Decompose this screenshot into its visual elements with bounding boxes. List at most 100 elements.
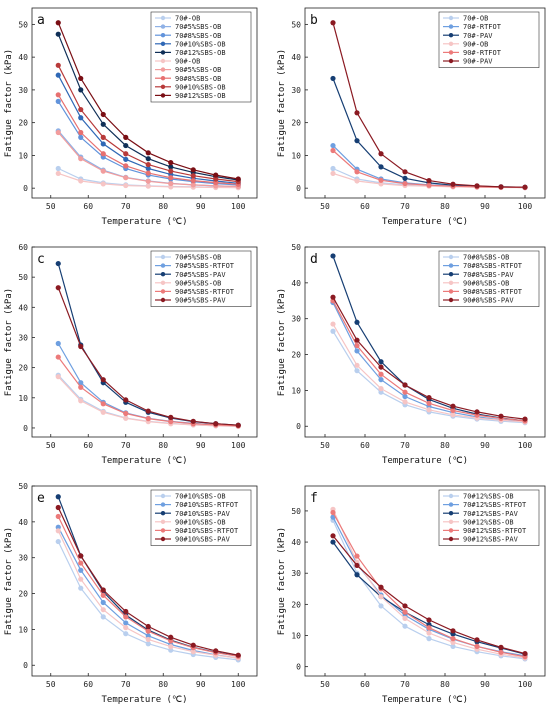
x-tick-label: 60 — [360, 202, 370, 211]
chart-panel-b: b 50 60 70 80 90 100 0 10 20 30 40 50 Temperature (℃)… — [277, 7, 546, 227]
data-point — [330, 75, 336, 82]
data-point — [474, 183, 480, 189]
legend-swatch-marker — [448, 289, 454, 294]
data-point — [330, 20, 336, 26]
y-tick-label: 10 — [18, 151, 28, 160]
panel-label: f — [310, 491, 318, 506]
x-tick-label: 90 — [480, 680, 490, 689]
y-tick-label: 60 — [18, 243, 28, 252]
data-point — [168, 644, 174, 650]
legend-swatch-marker — [448, 519, 454, 524]
data-point — [378, 181, 384, 187]
legend-entry: 90#-OB — [175, 58, 200, 66]
legend-entry: 70#5%SBS-OB — [175, 23, 221, 31]
chart-panel-a: a 50 60 70 80 90 100 0 10 20 30 40 50 Temperature (℃)… — [4, 7, 258, 227]
data-point — [426, 394, 432, 401]
data-point — [78, 156, 84, 162]
data-point — [330, 539, 336, 545]
y-tick-label: 0 — [23, 661, 28, 670]
data-point — [378, 603, 384, 609]
legend-swatch-marker — [160, 50, 166, 55]
legend-entry: 70#10%SBS-OB — [175, 40, 226, 48]
data-point — [354, 368, 360, 374]
legend-entry: 90#10%SBS-OB — [175, 83, 226, 91]
data-point — [145, 641, 151, 647]
data-point — [100, 409, 106, 415]
y-tick-label: 0 — [23, 424, 28, 433]
legend-entry: 90#-OB — [463, 40, 488, 48]
data-point — [55, 62, 61, 68]
data-point — [213, 648, 219, 654]
x-tick-label: 90 — [196, 441, 206, 450]
data-point — [55, 20, 61, 26]
data-point — [498, 649, 504, 655]
data-point — [426, 182, 432, 188]
data-point — [402, 382, 408, 388]
data-point — [100, 377, 106, 383]
chart-panel-d: d 50 60 70 80 90 100 0 10 20 30 40 50 Temperature (℃)… — [277, 243, 546, 466]
plot-frame — [304, 485, 546, 677]
panel-label: c — [37, 252, 45, 267]
x-tick-label: 80 — [440, 202, 450, 211]
legend-swatch-marker — [160, 289, 166, 294]
data-point — [123, 410, 129, 417]
x-tick-label: 60 — [83, 680, 93, 689]
y-tick-label: 10 — [18, 625, 28, 634]
panel-label: a — [37, 13, 45, 28]
data-point — [78, 134, 84, 140]
data-point — [55, 374, 61, 380]
y-tick-label: 40 — [18, 53, 28, 62]
data-point — [354, 337, 360, 343]
data-point — [78, 560, 84, 566]
data-point — [78, 585, 84, 591]
x-axis-label: Temperature (℃) — [382, 217, 468, 227]
panel-label: d — [310, 252, 318, 267]
y-axis-label: Fatigue factor (kPa) — [4, 49, 14, 157]
data-point — [78, 129, 84, 136]
legend-swatch-marker — [160, 528, 166, 533]
data-point — [123, 134, 129, 140]
y-axis-label: Fatigue factor (kPa) — [4, 527, 14, 635]
legend-swatch-marker — [448, 50, 454, 55]
y-axis-label: Fatigue factor (kPa) — [4, 288, 14, 396]
x-tick-label: 50 — [320, 680, 330, 689]
legend-entry: 90#-RTFOT — [463, 49, 502, 57]
data-point — [55, 538, 61, 545]
legend-box — [150, 250, 252, 307]
data-point — [55, 72, 61, 78]
legend-swatch-marker — [160, 280, 166, 285]
legend-swatch-marker — [448, 502, 454, 507]
data-point — [235, 422, 241, 428]
data-point — [354, 138, 360, 144]
data-point — [378, 151, 384, 157]
x-tick-label: 80 — [158, 680, 168, 689]
data-point — [378, 593, 384, 600]
data-point — [55, 285, 61, 291]
data-point — [474, 637, 480, 643]
x-tick-label: 70 — [400, 441, 410, 450]
x-tick-label: 50 — [46, 441, 56, 450]
legend-swatch-marker — [448, 280, 454, 285]
data-point — [378, 584, 384, 590]
legend-entry: 90#5%SBS-OB — [175, 279, 221, 287]
data-point — [402, 623, 408, 629]
data-point — [78, 567, 84, 573]
data-point — [168, 419, 174, 425]
data-point — [450, 181, 456, 187]
data-point — [190, 418, 196, 424]
data-point — [330, 328, 336, 334]
legend-swatch-marker — [448, 297, 454, 303]
x-axis-label: Temperature (℃) — [102, 456, 188, 466]
data-point — [474, 643, 480, 650]
data-point — [145, 156, 151, 162]
legend-swatch-marker — [160, 272, 166, 277]
y-tick-label: 10 — [18, 394, 28, 403]
data-point — [450, 407, 456, 414]
data-point — [145, 628, 151, 634]
y-tick-label: 20 — [18, 590, 28, 599]
data-point — [55, 98, 61, 104]
legend-swatch-marker — [160, 536, 166, 542]
x-axis-label: Temperature (℃) — [382, 456, 468, 466]
data-point — [190, 173, 196, 179]
data-point — [354, 362, 360, 368]
